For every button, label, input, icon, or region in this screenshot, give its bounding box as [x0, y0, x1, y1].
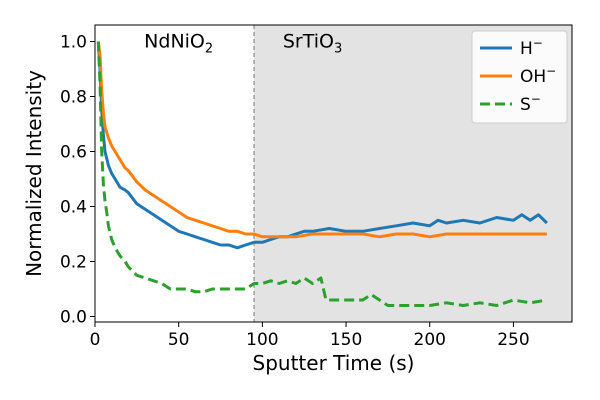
series-line-h [96, 41, 548, 250]
region-label-main: NdNiO [144, 31, 205, 53]
legend-box [471, 30, 568, 124]
series-line-oh [96, 41, 547, 239]
y-tick-label: 0.4 [60, 198, 87, 218]
x-tick-label: 200 [414, 330, 446, 350]
legend: H−OH−S− [471, 30, 568, 124]
region-label-subscript: 3 [334, 42, 342, 57]
y-axis-label: Normalized Intensity [22, 70, 46, 277]
region-label-ndnio2: NdNiO2 [144, 31, 213, 57]
x-tick-label: 50 [168, 330, 190, 350]
series-layer [96, 41, 548, 307]
x-tick-label: 150 [330, 330, 362, 350]
region-label-subscript: 2 [205, 42, 213, 57]
x-axis-label: Sputter Time (s) [253, 351, 415, 375]
legend-label-superscript: − [531, 92, 541, 106]
x-tick-label: 250 [497, 330, 529, 350]
legend-label-superscript: − [533, 36, 543, 50]
legend-label-h: H− [520, 36, 543, 59]
region-label-main: SrTiO [283, 31, 334, 53]
legend-label-oh: OH− [520, 64, 556, 87]
x-tick-label: 100 [246, 330, 278, 350]
legend-items: H−OH−S− [480, 36, 556, 115]
y-tick-label: 0.6 [60, 143, 87, 163]
legend-label-s: S− [520, 92, 541, 115]
ticks-layer: 0 50 100 150 200 250 0.0 0.2 0.4 0.6 0.8 1.0 [60, 33, 530, 351]
legend-label-superscript: − [546, 64, 556, 78]
legend-label-main: S [520, 95, 531, 115]
y-tick-label: 0.0 [60, 308, 87, 328]
series-line-s [96, 41, 548, 307]
legend-label-main: H [520, 39, 533, 59]
region-label-srtio3: SrTiO3 [283, 31, 342, 57]
y-tick-label: 1.0 [60, 33, 87, 53]
plot-frame [94, 24, 573, 323]
y-tick-label: 0.2 [60, 253, 87, 273]
x-tick-label: 0 [90, 330, 101, 350]
y-tick-label: 0.8 [60, 88, 87, 108]
legend-label-main: OH [520, 67, 546, 87]
